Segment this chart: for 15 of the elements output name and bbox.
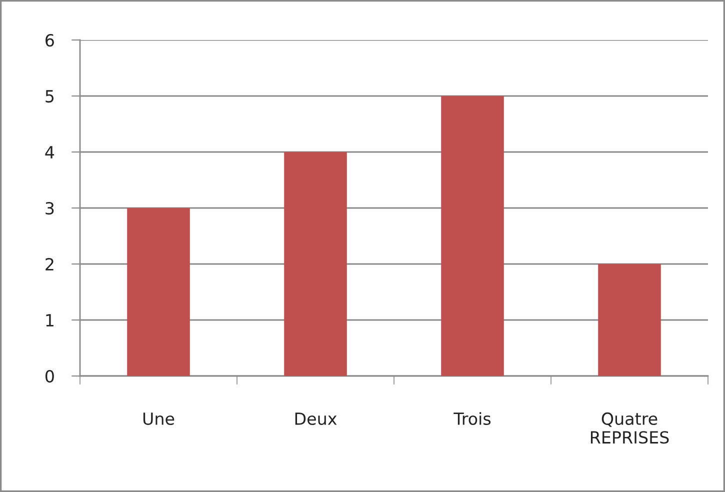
x-tick-label: Trois xyxy=(454,412,491,426)
y-tick-label: 3 xyxy=(46,202,54,215)
bar xyxy=(127,208,190,376)
x-tick-label: Une xyxy=(143,412,174,426)
y-tick-label: 4 xyxy=(45,146,54,158)
x-tick-label: Deux xyxy=(295,412,337,426)
bar xyxy=(598,264,661,376)
y-tick-label: 1 xyxy=(46,314,54,326)
y-tick-label: 5 xyxy=(46,90,54,103)
bar xyxy=(441,96,504,376)
bar xyxy=(284,152,347,376)
y-tick-label: 2 xyxy=(46,258,54,270)
y-tick-label: 6 xyxy=(46,34,54,47)
x-tick-label: Quatre REPRISES xyxy=(590,412,669,444)
y-tick-label: 0 xyxy=(45,370,54,383)
